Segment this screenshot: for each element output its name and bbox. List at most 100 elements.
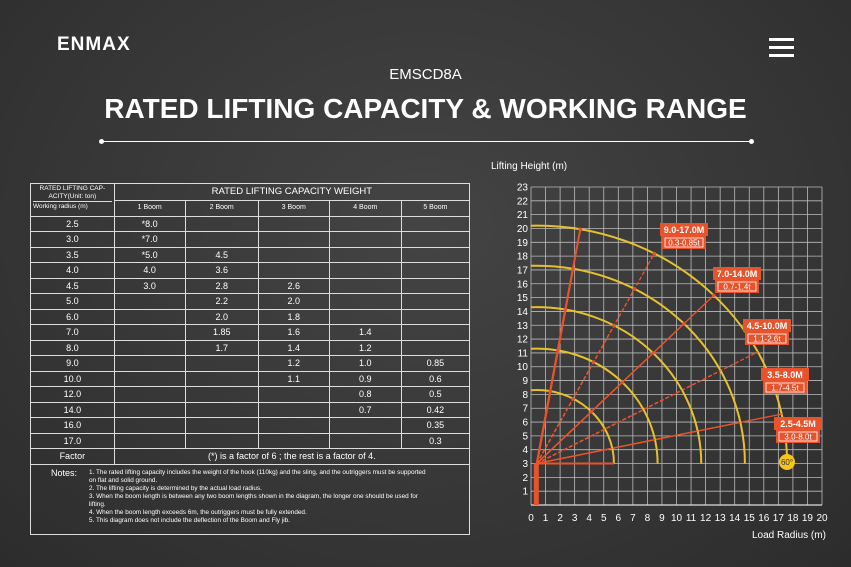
y-tick-label: 10	[517, 362, 529, 373]
boom-length-box	[774, 417, 822, 430]
x-tick-label: 20	[816, 513, 828, 524]
boom-arc	[530, 347, 659, 464]
title: RATED LIFTING CAPACITY & WORKING RANGE	[104, 93, 747, 124]
x-tick-label: 4	[586, 513, 592, 524]
divider	[102, 141, 752, 142]
data-row: 3.5 *5.0 4.5	[30, 246, 471, 263]
y-tick-label: 20	[517, 224, 529, 235]
y-tick-label: 19	[517, 238, 529, 249]
boom-joint	[620, 380, 625, 385]
note-item: 2. The lifting capacity is determined by…	[89, 485, 262, 492]
y-tick-label: 14	[517, 307, 529, 318]
x-tick-label: 13	[715, 513, 727, 524]
notes-label: Notes:	[51, 468, 78, 478]
boom-capacity: 0.7-1.4t	[723, 283, 751, 292]
y-tick-label: 7	[522, 404, 528, 415]
boom-joint	[571, 397, 575, 401]
y-tick-label: 4	[522, 445, 528, 456]
boom-length-box	[713, 267, 761, 280]
note-item: 1. The rated lifting capacity includes t…	[89, 469, 426, 484]
y-tick-label: 12	[517, 335, 529, 346]
boom-line	[536, 398, 574, 464]
boom-capacity-frame	[747, 333, 787, 344]
y-tick-label: 18	[517, 252, 529, 263]
boom-capacity-frame	[664, 237, 704, 248]
data-row: 14.0 0.7 0.42	[30, 401, 471, 418]
x-tick-label: 10	[671, 513, 683, 524]
boom-line	[536, 409, 644, 465]
x-axis-label: Load Radius (m)	[752, 530, 826, 541]
boom-length: 4.5-10.0M	[747, 321, 788, 331]
x-tick-label: 0	[528, 513, 534, 524]
group-header: RATED LIFTING CAPACITY WEIGHT	[113, 183, 471, 201]
divider-dot	[749, 139, 754, 144]
notes-list: 1. The rated lifting capacity includes t…	[89, 469, 429, 525]
y-tick-label: 3	[522, 459, 528, 470]
y-tick-label: 9	[522, 376, 528, 387]
boom-length: 3.5-8.0M	[767, 370, 803, 380]
boom-capacity-box	[715, 280, 759, 293]
data-row: 9.0 1.2 1.0 0.85	[30, 355, 471, 372]
y-tick-label: 2	[522, 473, 528, 484]
x-tick-label: 3	[572, 513, 578, 524]
note-item: 4. When the boom length exceeds 6m, the …	[89, 509, 307, 516]
boom-capacity: 1.1-2.6t	[753, 335, 781, 344]
boom-joint	[563, 307, 568, 312]
note-item: 3. When the boom length is between any t…	[89, 493, 418, 508]
boom-line	[536, 428, 606, 465]
x-tick-label: 6	[616, 513, 622, 524]
boom-joint	[571, 267, 575, 271]
data-row: 16.0 0.35	[30, 417, 471, 434]
boom-joint	[682, 321, 686, 326]
x-tick-label: 16	[758, 513, 770, 524]
y-tick-label: 11	[518, 348, 529, 359]
note-item: 5. This diagram does not include the def…	[89, 517, 290, 524]
crane-post	[533, 463, 539, 505]
boom-arc	[530, 224, 789, 464]
y-tick-label: 5	[522, 431, 528, 442]
boom-capacity-box	[745, 332, 789, 345]
boom-capacity-frame	[717, 281, 757, 292]
boom-line	[536, 411, 592, 464]
x-tick-label: 19	[802, 513, 814, 524]
boom-joint	[711, 293, 716, 298]
menu-bar	[769, 46, 794, 49]
divider-dot	[99, 139, 104, 144]
data-row: 8.0 1.7 1.4 1.2	[30, 339, 471, 356]
boom-line	[535, 391, 552, 464]
boom-capacity-box	[776, 430, 820, 443]
notes: Notes: 1. The rated lifting capacity incl…	[30, 464, 470, 535]
data-row: 5.0 2.2 2.0	[30, 293, 471, 310]
y-tick-label: 13	[517, 321, 529, 332]
boom-joint	[651, 351, 655, 355]
boom-length-box	[660, 223, 708, 236]
boom-joint	[578, 227, 583, 232]
capacity-cell: 0.3	[400, 432, 471, 449]
y-tick-label: 22	[517, 196, 529, 207]
boom-length-box	[743, 319, 791, 332]
corner-bottom: Working radius (m)	[33, 201, 112, 211]
angle-label: 60°	[781, 458, 793, 467]
menu-button[interactable]	[769, 38, 794, 58]
y-tick-label: 21	[517, 210, 529, 221]
boom-joint	[652, 251, 657, 256]
x-tick-label: 14	[729, 513, 741, 524]
boom-arc	[530, 306, 703, 464]
y-tick-label: 8	[522, 390, 528, 401]
boom-arc	[530, 264, 746, 464]
x-tick-label: 12	[700, 513, 712, 524]
boom-joint	[589, 409, 594, 414]
header-row: 1 Boom 2 Boom 3 Boom 4 Boom 5 Boom	[31, 200, 471, 217]
data-row: 4.0 4.0 3.6	[30, 262, 471, 279]
boom-joint	[548, 389, 553, 394]
boom-capacity: 0.3-0.85t	[668, 239, 700, 248]
x-tick-label: 1	[543, 513, 549, 524]
x-tick-label: 17	[773, 513, 785, 524]
menu-bar	[769, 38, 794, 41]
factor-row: Factor (*) is a factor of 6 ; the rest is…	[30, 448, 471, 465]
factor-label: Factor	[30, 448, 115, 465]
boom-length: 2.5-4.5M	[780, 419, 816, 429]
x-tick-label: 18	[787, 513, 799, 524]
y-tick-label: 17	[517, 265, 529, 276]
